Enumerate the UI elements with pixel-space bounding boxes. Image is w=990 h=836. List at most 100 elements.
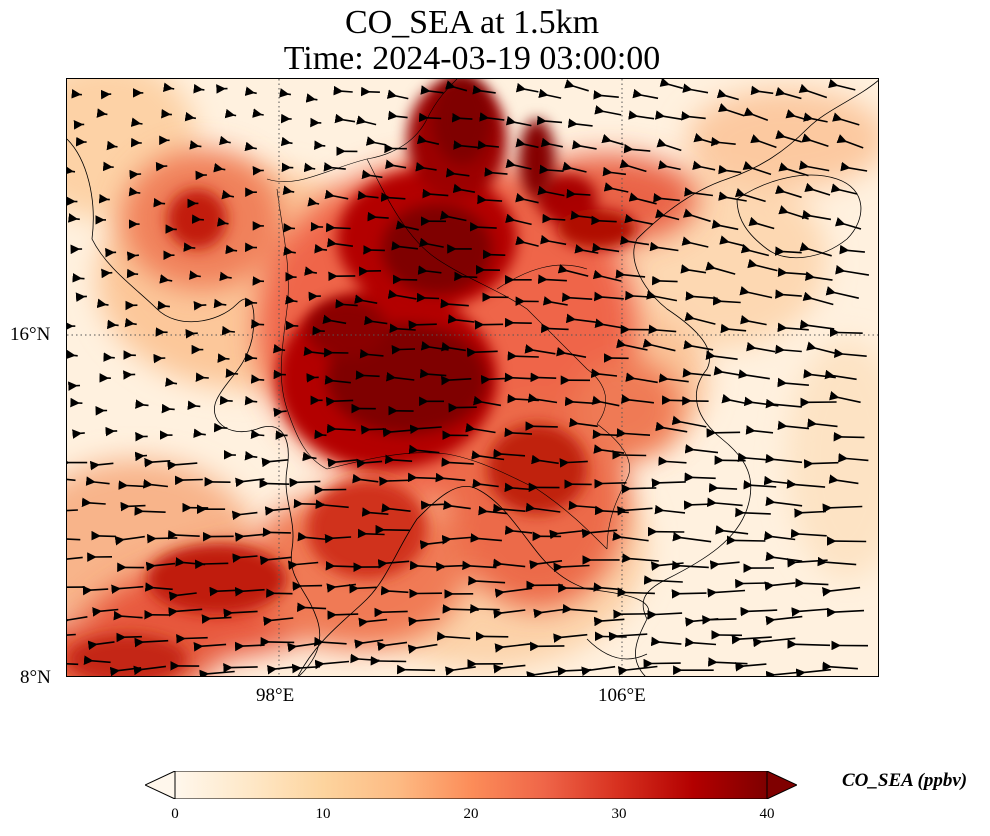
- wind-arrow: [623, 143, 651, 154]
- wind-arrow: [361, 169, 383, 180]
- wind-arrow: [735, 578, 769, 589]
- wind-arrow: [282, 185, 295, 195]
- wind-arrow: [67, 555, 83, 565]
- wind-arrow: [790, 528, 827, 539]
- wind-arrow: [264, 506, 291, 516]
- wind-arrow: [167, 460, 198, 471]
- wind-arrow: [531, 454, 559, 465]
- wind-arrow: [655, 421, 688, 433]
- wind-arrow: [646, 290, 678, 302]
- wind-arrow: [740, 606, 778, 617]
- wind-arrow: [447, 314, 475, 324]
- wind-arrow: [381, 503, 411, 513]
- wind-arrow: [355, 370, 380, 380]
- map-panel: [66, 78, 879, 677]
- wind-arrow: [706, 428, 741, 438]
- wind-arrow: [752, 637, 796, 648]
- wind-arrow: [354, 294, 378, 304]
- wind-arrow: [385, 159, 407, 169]
- wind-arrow: [305, 93, 318, 103]
- wind-arrow: [593, 616, 625, 627]
- wind-arrow: [839, 244, 865, 255]
- wind-arrow: [252, 108, 264, 118]
- colorbar-extend-min: [145, 771, 176, 799]
- wind-arrow: [367, 211, 389, 222]
- wind-arrow: [591, 242, 620, 253]
- wind-arrow: [822, 586, 861, 597]
- wind-arrow: [628, 110, 655, 120]
- wind-arrow: [558, 583, 594, 593]
- colorbar-tick-10: 10: [315, 806, 331, 822]
- wind-arrow: [468, 575, 506, 586]
- wind-arrow: [561, 292, 593, 303]
- wind-arrow: [515, 137, 539, 149]
- wind-arrow: [682, 208, 711, 223]
- wind-arrow: [477, 194, 503, 205]
- wind-arrow: [420, 85, 444, 95]
- wind-arrow: [542, 296, 568, 306]
- wind-arrow: [740, 314, 767, 326]
- wind-arrow: [361, 425, 387, 435]
- wind-arrow: [649, 241, 679, 252]
- wind-arrow: [223, 608, 258, 619]
- wind-arrow: [692, 160, 716, 171]
- wind-arrow: [407, 472, 438, 483]
- wind-arrow: [452, 183, 476, 194]
- wind-arrow: [529, 560, 563, 570]
- wind-arrow: [619, 159, 647, 173]
- wind-arrow: [297, 531, 329, 542]
- wind-arrow: [671, 415, 707, 428]
- wind-arrow: [743, 107, 769, 122]
- wind-arrow: [603, 182, 629, 193]
- wind-arrow: [656, 138, 682, 152]
- wind-arrow: [684, 637, 717, 647]
- wind-arrow: [218, 135, 231, 146]
- wind-arrow: [653, 193, 680, 203]
- wind-arrow: [194, 559, 229, 570]
- wind-arrow: [799, 242, 832, 257]
- wind-arrow: [625, 372, 658, 384]
- wind-arrow: [325, 561, 354, 571]
- wind-arrow: [765, 615, 803, 626]
- wind-arrow: [451, 112, 473, 123]
- wind-arrow: [283, 246, 296, 256]
- wind-arrow: [408, 616, 440, 627]
- wind-arrow: [409, 424, 442, 435]
- wind-arrow: [661, 395, 689, 405]
- wind-arrow: [593, 90, 619, 100]
- wind-arrow: [718, 164, 742, 175]
- wind-arrow: [259, 478, 290, 489]
- wind-arrow: [314, 659, 350, 670]
- wind-arrow: [465, 422, 496, 434]
- wind-arrow: [83, 655, 111, 665]
- wind-arrow: [775, 129, 802, 143]
- wind-arrow: [407, 643, 438, 654]
- wind-arrow: [189, 140, 202, 150]
- wind-arrow: [374, 607, 408, 618]
- wind-arrow: [493, 609, 526, 619]
- wind-arrow: [391, 344, 416, 355]
- wind-arrow: [441, 457, 474, 467]
- wind-arrow: [711, 219, 739, 231]
- wind-arrow: [804, 182, 831, 196]
- wind-arrow: [130, 117, 143, 127]
- lon-tick-106E: 106°E: [598, 685, 646, 706]
- wind-arrow: [830, 183, 858, 195]
- wind-arrow: [836, 134, 864, 149]
- wind-arrow: [445, 167, 470, 178]
- wind-arrow: [504, 525, 533, 535]
- wind-arrow: [296, 602, 327, 613]
- wind-arrow: [118, 480, 147, 490]
- wind-arrow: [710, 136, 736, 147]
- wind-arrow: [111, 584, 144, 595]
- wind-arrow: [356, 458, 383, 469]
- wind-arrow: [822, 503, 863, 513]
- wind-arrow: [134, 637, 169, 648]
- wind-arrow: [67, 509, 78, 512]
- wind-arrow: [538, 88, 562, 99]
- wind-arrow: [612, 450, 647, 460]
- wind-arrow: [221, 325, 235, 336]
- wind-arrow: [469, 222, 497, 232]
- wind-arrow: [709, 560, 740, 570]
- wind-arrow: [442, 604, 479, 614]
